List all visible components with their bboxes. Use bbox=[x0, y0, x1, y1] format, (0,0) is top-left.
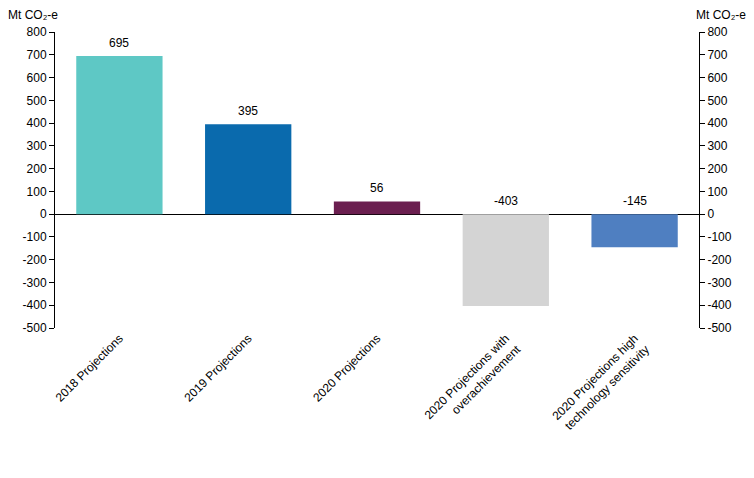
svg-text:-200: -200 bbox=[707, 253, 731, 267]
svg-text:400: 400 bbox=[707, 116, 727, 130]
svg-text:600: 600 bbox=[27, 71, 47, 85]
svg-text:500: 500 bbox=[27, 94, 47, 108]
svg-text:300: 300 bbox=[707, 139, 727, 153]
svg-text:-403: -403 bbox=[494, 194, 518, 208]
svg-text:100: 100 bbox=[27, 185, 47, 199]
svg-text:600: 600 bbox=[707, 71, 727, 85]
svg-text:0: 0 bbox=[40, 207, 47, 221]
svg-text:-400: -400 bbox=[707, 298, 731, 312]
svg-text:700: 700 bbox=[27, 48, 47, 62]
svg-text:-100: -100 bbox=[707, 230, 731, 244]
svg-text:200: 200 bbox=[707, 162, 727, 176]
svg-text:-145: -145 bbox=[623, 194, 647, 208]
svg-text:0: 0 bbox=[707, 207, 714, 221]
svg-text:400: 400 bbox=[27, 116, 47, 130]
svg-text:300: 300 bbox=[27, 139, 47, 153]
svg-text:800: 800 bbox=[707, 25, 727, 39]
svg-text:700: 700 bbox=[707, 48, 727, 62]
svg-text:800: 800 bbox=[27, 25, 47, 39]
svg-text:200: 200 bbox=[27, 162, 47, 176]
svg-text:2018 Projections: 2018 Projections bbox=[53, 331, 126, 404]
svg-text:-100: -100 bbox=[23, 230, 47, 244]
svg-text:2019 Projections: 2019 Projections bbox=[181, 331, 254, 404]
svg-text:Mt CO₂-e: Mt CO₂-e bbox=[696, 8, 746, 22]
svg-text:-500: -500 bbox=[23, 321, 47, 335]
svg-text:2020 Projections hightechnolog: 2020 Projections hightechnology sensitiv… bbox=[549, 331, 652, 434]
svg-text:Mt CO₂-e: Mt CO₂-e bbox=[8, 8, 58, 22]
svg-text:-500: -500 bbox=[707, 321, 731, 335]
svg-text:695: 695 bbox=[109, 36, 129, 50]
svg-text:-200: -200 bbox=[23, 253, 47, 267]
svg-text:100: 100 bbox=[707, 185, 727, 199]
svg-text:2020 Projections withoverachie: 2020 Projections withoverachievement bbox=[422, 331, 524, 433]
svg-text:56: 56 bbox=[370, 181, 384, 195]
svg-text:395: 395 bbox=[238, 104, 258, 118]
svg-text:-300: -300 bbox=[707, 276, 731, 290]
svg-text:500: 500 bbox=[707, 94, 727, 108]
svg-text:2020 Projections: 2020 Projections bbox=[310, 331, 383, 404]
svg-text:-400: -400 bbox=[23, 298, 47, 312]
svg-text:-300: -300 bbox=[23, 276, 47, 290]
